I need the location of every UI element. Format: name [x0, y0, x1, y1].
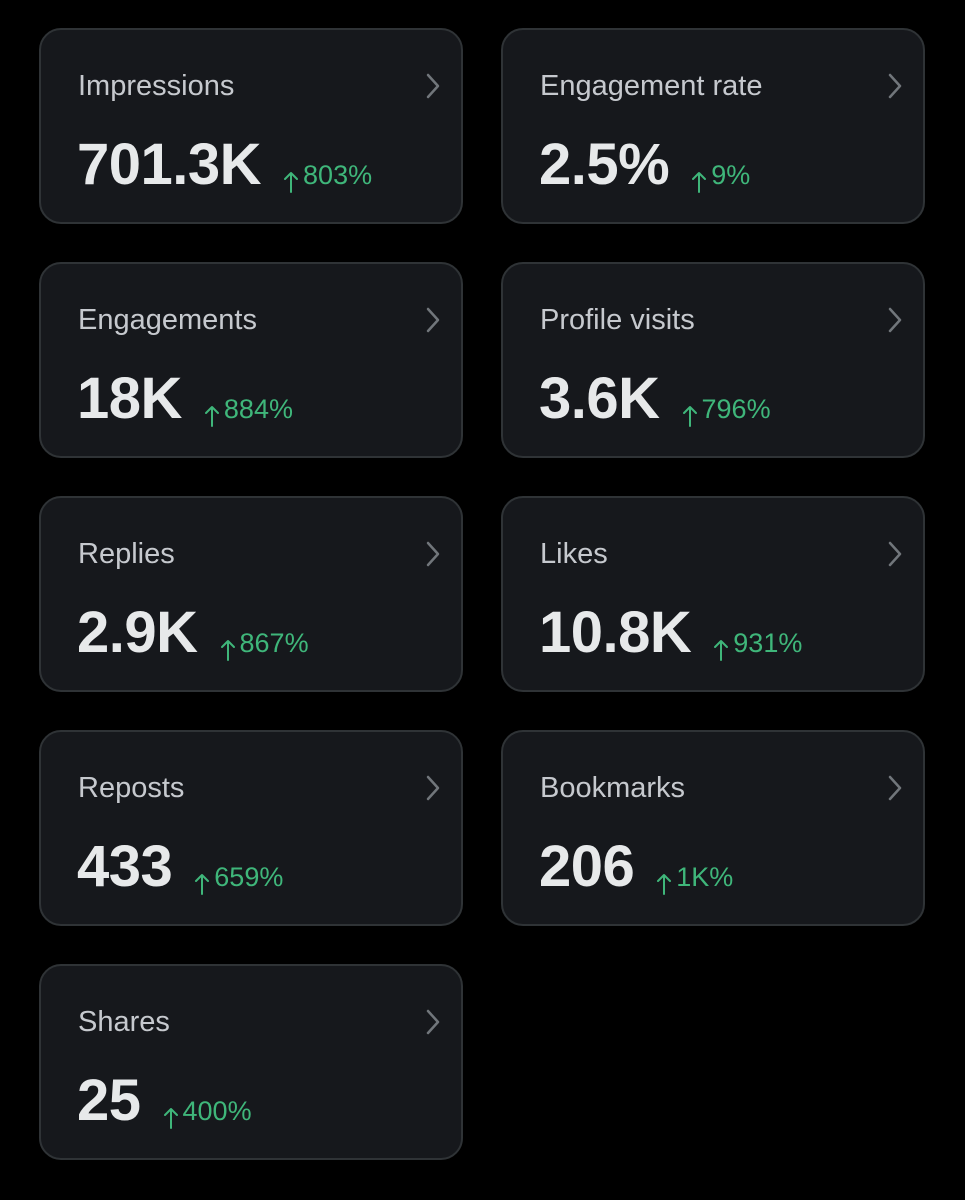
metric-row: 2.5% 9%	[539, 130, 750, 200]
metric-change: 803%	[283, 160, 373, 193]
change-text: 796%	[701, 394, 771, 424]
chevron-icon	[426, 307, 440, 333]
metric-label: Engagements	[78, 304, 257, 336]
metric-row: 18K 884%	[77, 364, 293, 434]
change-text: 9%	[711, 160, 751, 190]
up-arrow-icon	[220, 639, 235, 661]
chevron-icon	[888, 307, 902, 333]
metric-value: 433	[77, 834, 173, 899]
chevron-icon	[888, 73, 902, 99]
metric-label: Profile visits	[540, 304, 695, 336]
metric-row: 2.9K 867%	[77, 598, 309, 668]
up-arrow-icon	[714, 639, 729, 661]
up-arrow-icon	[657, 873, 672, 895]
metric-card[interactable]: Bookmarks 206 1K%	[501, 730, 925, 926]
metric-value: 3.6K	[539, 366, 660, 431]
change-text: 931%	[733, 628, 803, 658]
up-arrow-icon	[682, 405, 697, 427]
chevron-icon	[426, 73, 440, 99]
chevron-icon	[426, 775, 440, 801]
change-text: 884%	[223, 394, 293, 424]
up-arrow-icon	[284, 171, 299, 193]
up-arrow-icon	[195, 873, 210, 895]
metric-card[interactable]: Shares 25 400%	[39, 964, 463, 1160]
chevron-icon	[426, 1009, 440, 1035]
metric-row: 701.3K 803%	[77, 130, 372, 200]
metric-row: 3.6K 796%	[539, 364, 771, 434]
up-arrow-icon	[204, 405, 219, 427]
metric-change: 884%	[204, 394, 293, 427]
metric-value: 2.5%	[539, 132, 670, 197]
metric-card[interactable]: Reposts 433 659%	[39, 730, 463, 926]
change-text: 803%	[303, 160, 373, 190]
change-text: 659%	[214, 862, 284, 892]
metric-value: 10.8K	[539, 600, 692, 665]
up-arrow-icon	[692, 171, 707, 193]
metric-change: 9%	[691, 160, 751, 193]
metric-change: 1K%	[656, 862, 734, 895]
change-text: 400%	[182, 1096, 252, 1126]
chevron-icon	[426, 541, 440, 567]
metric-label: Replies	[78, 538, 175, 570]
metric-label: Engagement rate	[540, 70, 763, 102]
metric-label: Shares	[78, 1006, 170, 1038]
metric-value: 701.3K	[77, 132, 262, 197]
metric-row: 25 400%	[77, 1066, 252, 1136]
metric-row: 206 1K%	[539, 832, 733, 902]
chevron-icon	[888, 775, 902, 801]
metric-label: Likes	[540, 538, 608, 570]
metric-value: 206	[539, 834, 635, 899]
metrics-grid: Impressions 701.3K 803% Engagement rate 2.5%…	[39, 28, 925, 1160]
metric-value: 2.9K	[77, 600, 198, 665]
metric-change: 867%	[220, 628, 309, 661]
metric-card[interactable]: Replies 2.9K 867%	[39, 496, 463, 692]
metric-value: 18K	[77, 366, 182, 431]
metric-row: 10.8K 931%	[539, 598, 802, 668]
metric-row: 433 659%	[77, 832, 283, 902]
metric-card[interactable]: Engagement rate 2.5% 9%	[501, 28, 925, 224]
up-arrow-icon	[163, 1107, 178, 1129]
metric-change: 400%	[163, 1096, 252, 1129]
metric-change: 931%	[713, 628, 803, 661]
metric-label: Impressions	[78, 70, 235, 102]
change-text: 867%	[239, 628, 309, 658]
metric-change: 796%	[682, 394, 771, 427]
change-text: 1K%	[676, 862, 734, 892]
metric-card[interactable]: Impressions 701.3K 803%	[39, 28, 463, 224]
chevron-icon	[888, 541, 902, 567]
metric-card[interactable]: Engagements 18K 884%	[39, 262, 463, 458]
metric-change: 659%	[194, 862, 284, 895]
metric-label: Bookmarks	[540, 772, 686, 804]
metric-card[interactable]: Likes 10.8K 931%	[501, 496, 925, 692]
metric-card[interactable]: Profile visits 3.6K 796%	[501, 262, 925, 458]
metric-value: 25	[77, 1068, 141, 1133]
metric-label: Reposts	[78, 772, 185, 804]
